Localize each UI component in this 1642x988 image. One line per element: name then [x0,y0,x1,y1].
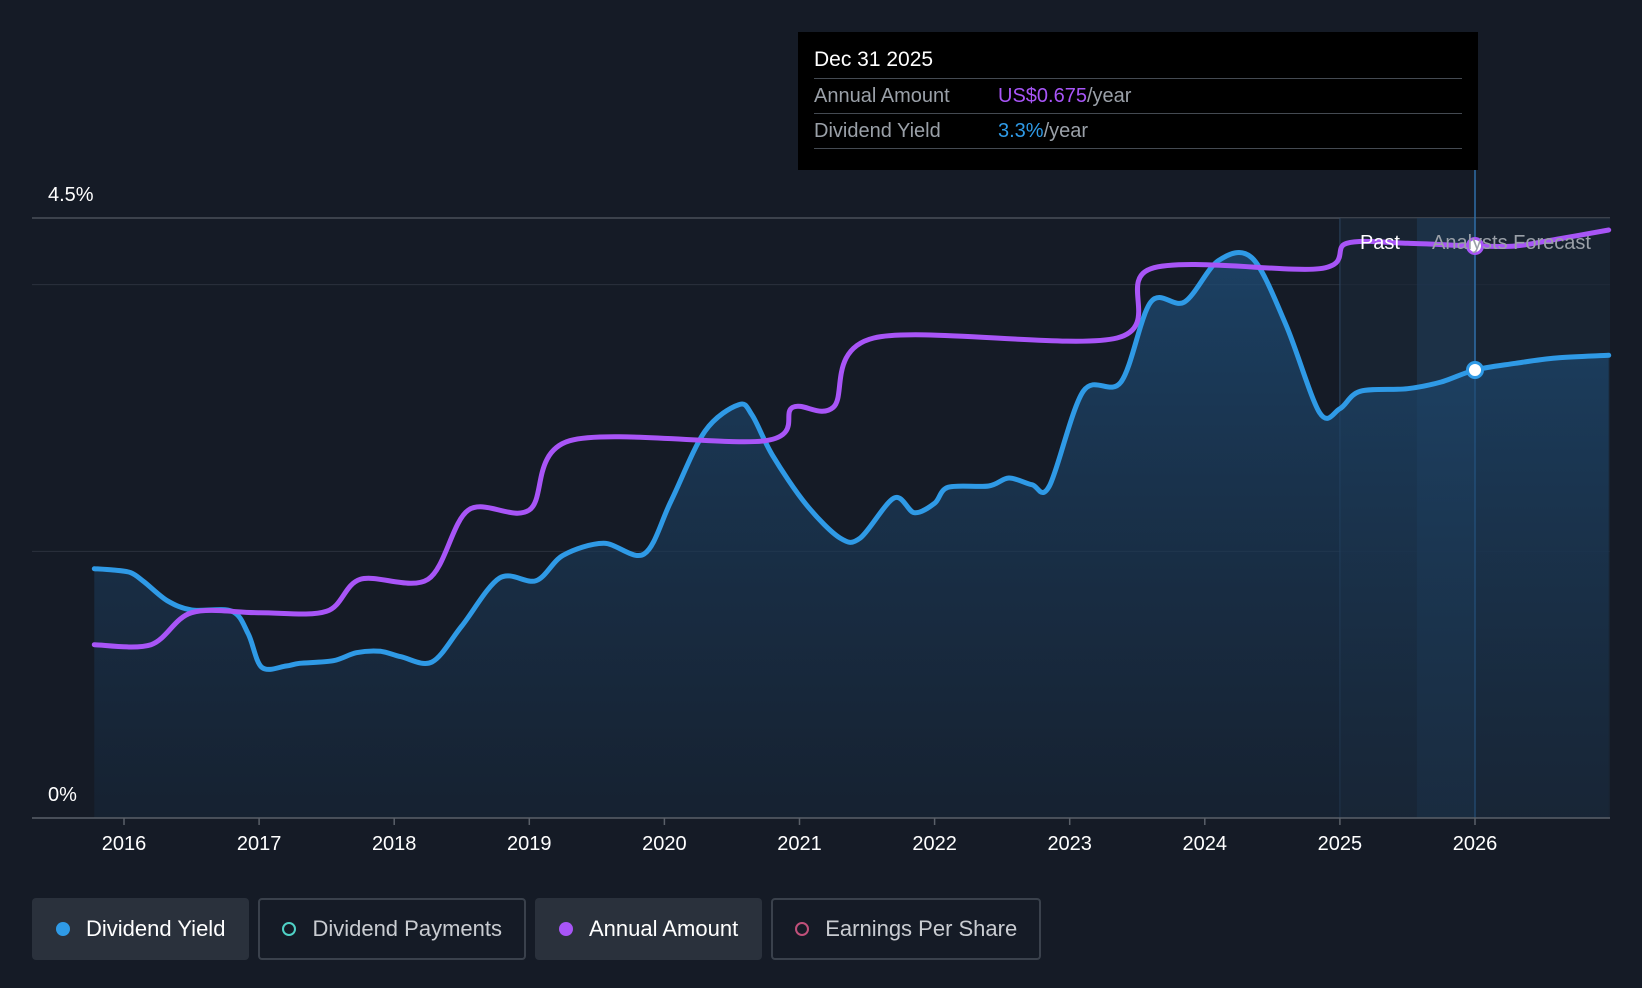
hover-tooltip: Dec 31 2025 Annual Amount US$0.675/year … [798,32,1478,170]
x-tick-label: 2016 [102,833,147,855]
tooltip-yield-value: 3.3% [998,120,1044,142]
legend-dividend-payments[interactable]: Dividend Payments [258,898,526,960]
dividend-yield-area [94,252,1609,819]
x-tick-label: 2025 [1318,833,1363,855]
x-tick-label: 2019 [507,833,552,855]
annual-amount-marker [1466,237,1484,255]
forecast-label: Analysts Forecast [1432,232,1591,254]
annual-amount-line [91,227,1612,650]
legend-earnings-per-share[interactable]: Earnings Per Share [771,898,1042,960]
chart-labels: 4.5% 0% Past Analysts Forecast [48,184,1591,806]
tooltip-yield-unit: /year [1043,120,1089,142]
chart-legend: Dividend Yield Dividend Payments Annual … [32,898,1042,960]
x-tick-label: 2023 [1047,833,1092,855]
past-label: Past [1360,232,1400,254]
dividend-yield-fill [94,252,1609,819]
legend-label: Earnings Per Share [825,916,1018,941]
x-tick-label: 2024 [1183,833,1228,855]
y-tick-label: 4.5% [48,184,94,206]
tooltip-annual-row: Annual Amount US$0.675/year [814,79,1462,114]
legend-ring-icon [282,922,297,936]
tooltip-annual-unit: /year [1086,85,1132,107]
highlight-markers [1466,237,1484,379]
tooltip-date: Dec 31 2025 [814,46,1462,79]
legend-dot-icon [56,922,70,936]
legend-dividend-yield[interactable]: Dividend Yield [32,898,250,960]
legend-dot-icon [558,922,573,936]
legend-annual-amount[interactable]: Annual Amount [534,898,763,960]
x-axis: 2016 2017 2018 2019 2020 2021 2022 2023 2024 2025… [32,817,1610,855]
x-tick-label: 2026 [1453,833,1498,855]
x-tick-label: 2018 [372,833,417,855]
y-tick-label: 0% [48,784,77,806]
dividend-yield-line [91,250,1612,672]
tooltip-yield-label: Dividend Yield [814,120,941,142]
tooltip-annual-value: US$0.675 [998,85,1087,107]
dividend-yield-marker [1466,361,1484,379]
x-tick-label: 2021 [777,833,822,855]
tooltip-annual-label: Annual Amount [814,85,950,107]
x-tick-label: 2017 [237,833,282,855]
legend-ring-icon [795,922,810,936]
legend-label: Dividend Payments [312,916,502,941]
x-tick-label: 2020 [642,833,687,855]
legend-label: Annual Amount [588,916,739,941]
tooltip-yield-row: Dividend Yield 3.3%/year [814,114,1462,149]
x-tick-label: 2022 [912,833,957,855]
legend-label: Dividend Yield [86,916,226,941]
series-lines [91,227,1612,672]
